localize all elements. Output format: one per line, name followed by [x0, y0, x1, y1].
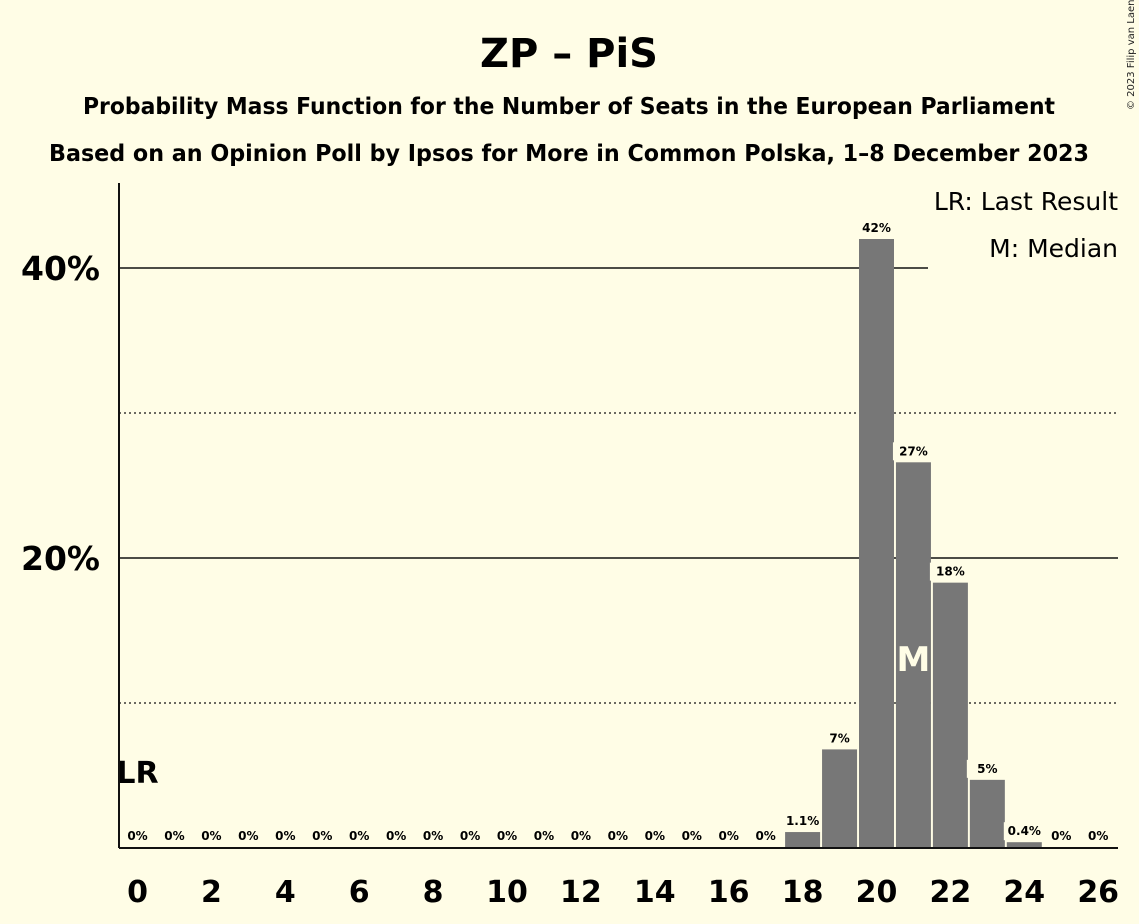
data-label-backing [782, 812, 824, 831]
x-tick-label: 22 [930, 875, 972, 910]
data-label: 0% [349, 829, 369, 843]
data-label: 0% [645, 829, 665, 843]
data-label: 18% [936, 565, 965, 579]
grid-layer [119, 267, 1118, 704]
data-label: 0% [497, 829, 517, 843]
data-label-backing [1003, 822, 1045, 841]
data-label: 0.4% [1008, 824, 1041, 838]
x-tick-label: 14 [634, 875, 676, 910]
data-label: 0% [127, 829, 147, 843]
legend-median: M: Median [989, 234, 1118, 263]
data-label: 0% [423, 829, 443, 843]
chart-subtitle-1: Probability Mass Function for the Number… [83, 94, 1055, 120]
data-label-backing [929, 562, 971, 581]
data-label: 0% [312, 829, 332, 843]
y-tick-label: 20% [21, 539, 100, 578]
x-tick-label: 16 [708, 875, 750, 910]
bar [932, 582, 968, 848]
x-tick-label: 20 [856, 875, 898, 910]
data-label: 7% [829, 731, 849, 745]
legend-last-result: LR: Last Result [934, 187, 1118, 216]
data-label: 0% [571, 829, 591, 843]
data-label-backing [892, 442, 934, 461]
data-label-backing [966, 759, 1008, 778]
data-label: 27% [899, 444, 928, 458]
x-tick-label: 26 [1077, 875, 1119, 910]
data-label: 42% [862, 221, 891, 235]
data-label: 0% [608, 829, 628, 843]
x-tick-label: 6 [349, 875, 370, 910]
data-label: 5% [977, 762, 997, 776]
bar [1006, 842, 1042, 848]
copyright-text: © 2023 Filip van Laenen [1126, 0, 1137, 110]
legend-backing [928, 184, 1123, 272]
data-label: 0% [755, 829, 775, 843]
x-tick-label: 12 [560, 875, 602, 910]
last-result-marker: LR [116, 756, 158, 791]
chart-subtitle-2: Based on an Opinion Poll by Ipsos for Mo… [49, 141, 1089, 167]
x-tick-label: 4 [275, 875, 296, 910]
labels-layer: 20%40%0% 0% 0% 0% 0% 0% 0% 0% 0% 0% 0% 0% 0% 0% 0% 0% 0%… [21, 221, 1119, 910]
y-tick-label: 40% [21, 249, 100, 288]
bar [822, 749, 858, 848]
data-label: 1.1% [786, 814, 819, 828]
median-marker: M [897, 640, 931, 680]
data-label: 0% [1051, 829, 1071, 843]
data-label: 0% [201, 829, 221, 843]
x-tick-label: 0 [127, 875, 148, 910]
data-label-backing [819, 729, 861, 748]
data-label: 0% [275, 829, 295, 843]
chart-title: ZP – PiS [480, 31, 658, 77]
data-label-backing [856, 219, 897, 237]
data-label: 0% [719, 829, 739, 843]
data-label: 0% [238, 829, 258, 843]
bar [969, 779, 1005, 848]
x-tick-label: 8 [423, 875, 444, 910]
x-tick-label: 18 [782, 875, 824, 910]
data-label: 0% [682, 829, 702, 843]
x-tick-label: 10 [486, 875, 528, 910]
data-label: 0% [460, 829, 480, 843]
data-label: 0% [534, 829, 554, 843]
data-label: 0% [1088, 829, 1108, 843]
x-tick-label: 24 [1003, 875, 1045, 910]
data-label: 0% [386, 829, 406, 843]
bar [785, 832, 821, 848]
bar [895, 462, 931, 848]
x-tick-label: 2 [201, 875, 222, 910]
bars-layer [782, 219, 1045, 848]
bar [859, 239, 894, 848]
data-label: 0% [164, 829, 184, 843]
